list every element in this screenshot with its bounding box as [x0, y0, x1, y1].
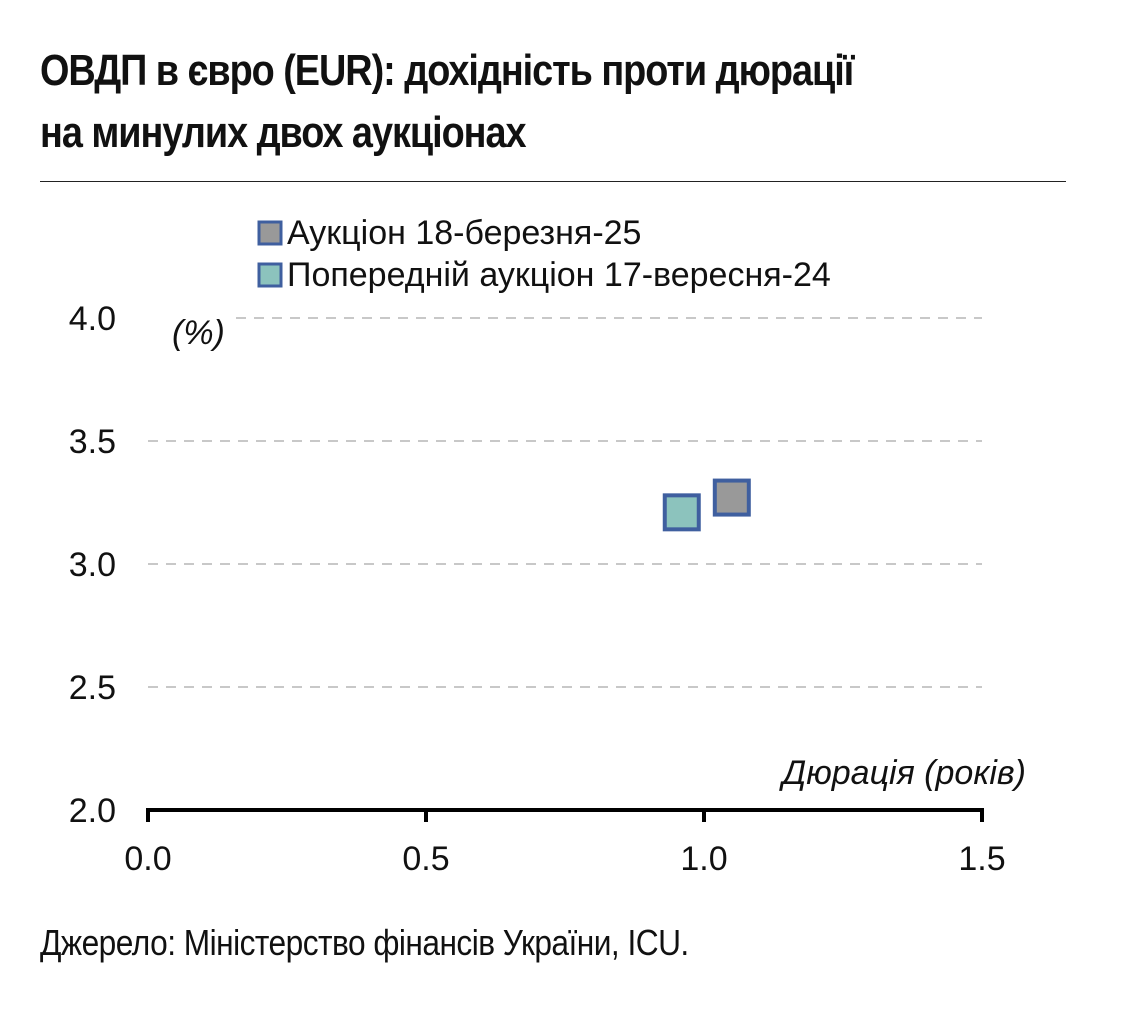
x-tick-label: 1.0	[680, 840, 727, 878]
x-tick-label: 1.5	[958, 840, 1005, 878]
legend-label: Попередній аукціон 17-вересня-24	[287, 256, 831, 294]
y-axis-labels: 2.0 2.5 3.0 3.5 4.0	[69, 300, 116, 830]
chart-title: ОВДП в євро (EUR): дохідність проти дюра…	[40, 40, 952, 164]
data-points	[662, 478, 751, 532]
chart-title-line-2: на минулих двох аукціонах	[40, 108, 527, 157]
y-tick-label: 3.0	[69, 546, 116, 584]
title-divider	[40, 181, 1066, 182]
data-point	[662, 493, 701, 532]
y-tick-label: 3.5	[69, 423, 116, 461]
y-tick-label: 2.5	[69, 669, 116, 707]
chart-title-line-1: ОВДП в євро (EUR): дохідність проти дюра…	[40, 46, 854, 95]
y-tick-label: 2.0	[69, 792, 116, 830]
source-note: Джерело: Міністерство фінансів України, …	[40, 922, 689, 963]
data-point	[712, 478, 751, 517]
legend: Аукціон 18-березня-25 Попередній аукціон …	[257, 214, 831, 294]
x-axis-title: Дюрація (років)	[778, 754, 1026, 792]
legend-swatch	[257, 220, 283, 246]
y-tick-label: 4.0	[69, 300, 116, 338]
y-axis-title: (%)	[172, 314, 225, 352]
x-tick-label: 0.5	[402, 840, 449, 878]
x-axis-labels: 0.0 0.5 1.0 1.5	[124, 840, 1005, 878]
legend-label: Аукціон 18-березня-25	[287, 214, 641, 252]
gridlines	[148, 317, 982, 688]
x-tick-label: 0.0	[124, 840, 171, 878]
x-axis	[146, 808, 984, 822]
legend-swatch	[257, 262, 283, 288]
